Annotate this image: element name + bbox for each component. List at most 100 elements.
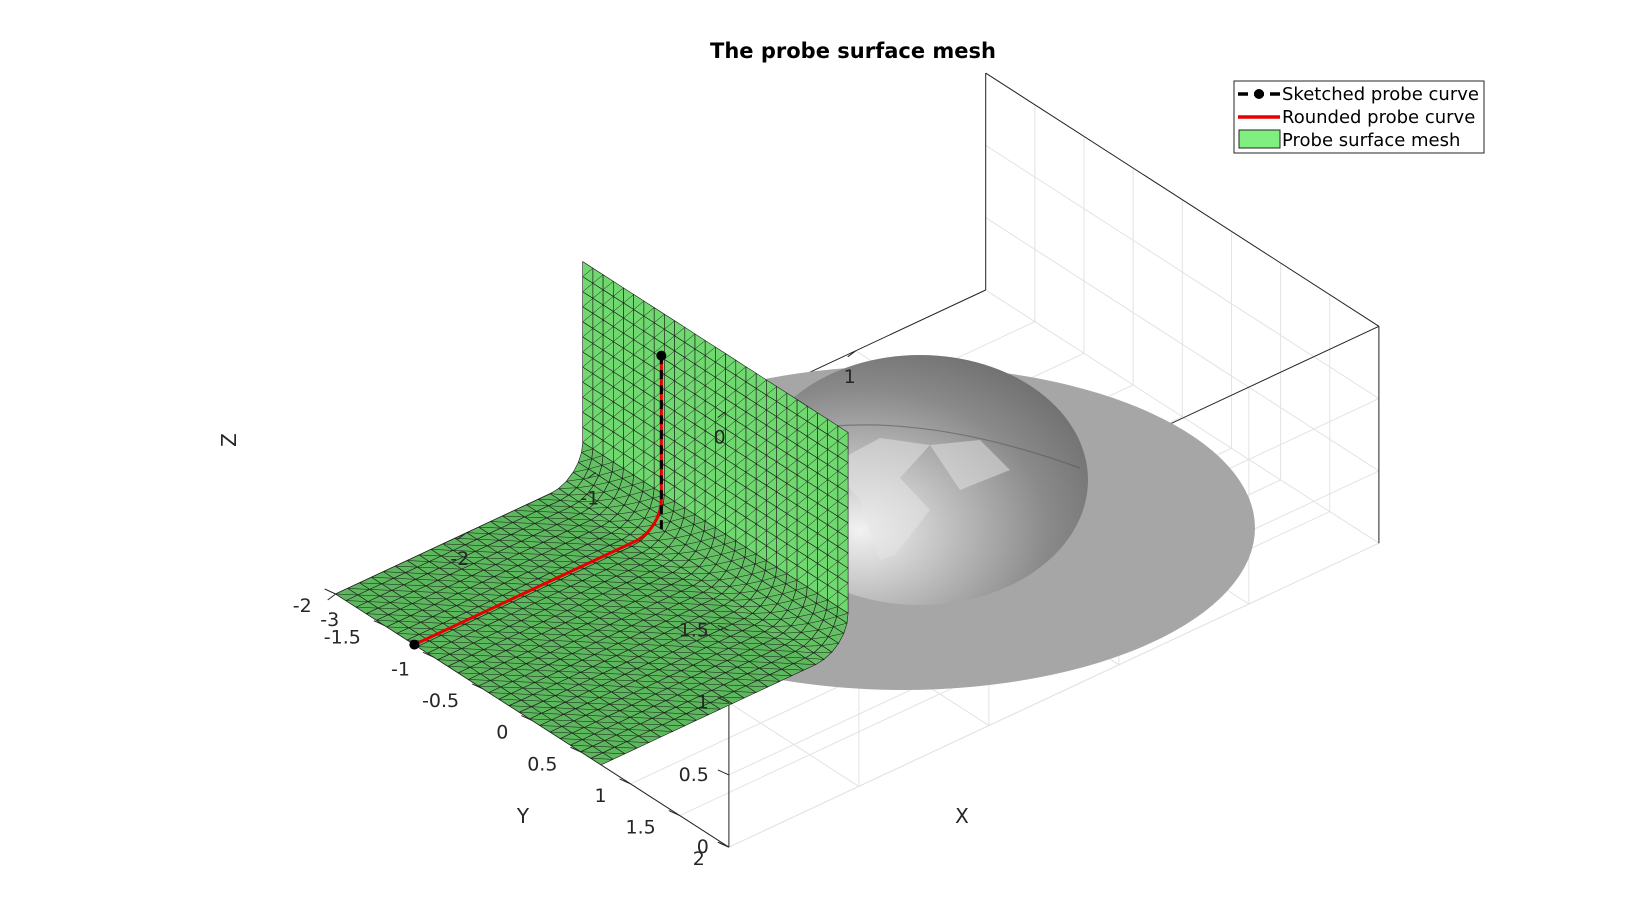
mesh-edge [470,587,493,590]
mesh-edge [705,407,716,416]
mesh-edge [502,674,525,677]
mesh-edge [463,636,486,638]
mesh-edge [735,679,758,681]
mesh-edge [650,730,673,732]
mesh-edge [635,680,658,683]
mesh-edge [674,387,685,397]
mesh-edge [684,469,696,479]
mesh-edge [465,544,488,547]
mesh-edge [672,651,695,654]
mesh-edge [391,590,415,592]
mesh-edge [766,461,777,471]
mesh-edge [602,371,614,381]
mesh-edge [735,426,747,436]
mesh-edge [817,554,828,564]
mesh-edge [567,689,590,692]
mesh-edge [674,492,685,502]
mesh-edge [745,685,768,688]
mesh-edge [356,606,379,609]
mesh-edge [560,579,583,581]
mesh-edge [596,642,619,644]
mesh-edge [673,507,685,512]
mesh-edge [811,636,829,640]
mesh-edge [626,582,649,584]
mesh-edge [776,422,788,432]
mesh-edge [619,551,643,554]
legend-label-sketched: Sketched probe curve [1282,84,1479,105]
mesh-edge [689,689,712,691]
mesh-edge [725,510,736,520]
mesh-edge [837,462,849,472]
mesh-edge [582,358,594,368]
mesh-edge [657,681,680,684]
mesh-edge [482,661,505,663]
mesh-edge [601,461,614,466]
mesh-edge [424,597,447,600]
y-tick-label: -0.5 [422,690,459,712]
mesh-edge [551,640,574,642]
mesh-edge [526,504,549,507]
mesh-edge [585,715,608,717]
mesh-edge [611,691,634,694]
z-tick-label: 0 [697,836,709,858]
mesh-edge [623,294,634,304]
mesh-edge [633,466,645,476]
mesh-edge [664,320,675,330]
mesh-edge [727,660,750,662]
mesh-edge [648,662,671,665]
mesh-edge [807,533,818,542]
mesh-edge [546,676,569,679]
mesh-edge [483,569,506,572]
mesh-edge [686,634,709,636]
mesh-edge [725,480,736,490]
mesh-edge [606,569,629,571]
mesh-edge [640,564,663,567]
x-tick-label: 0 [714,427,726,449]
mesh-edge [705,497,716,507]
z-tick-mark [717,697,730,704]
mesh-edge [657,602,680,604]
mesh-edge [807,427,818,437]
mesh-edge [613,600,636,602]
y-tick-mark [668,810,680,817]
mesh-edge [507,558,530,561]
mesh-edge [659,511,674,516]
mesh-edge [582,373,594,383]
mesh-edge [607,636,631,639]
mesh-edge [575,549,598,552]
mesh-edge [736,573,752,578]
mesh-edge [756,530,767,540]
mesh-edge [613,438,624,448]
mesh-edge [623,429,634,439]
mesh-edge [664,633,687,635]
mesh-edge [690,530,705,535]
mesh-edge [602,341,614,351]
mesh-edge [565,622,588,624]
mesh-edge [735,502,747,511]
mesh-edge [618,722,641,725]
mesh-edge [562,646,585,649]
mesh-edge [592,364,604,374]
mesh-edge [368,601,391,603]
mesh-edge [705,376,716,386]
mesh-edge [613,453,624,463]
mesh-edge [613,287,624,297]
mesh-edge [770,610,788,613]
mesh-edge [628,729,651,731]
mesh-edge [807,472,818,482]
mesh-edge [756,515,767,525]
mesh-edge [488,692,511,694]
mesh-edge [769,674,792,676]
mesh-edge [623,414,634,424]
y-tick-mark [422,651,435,658]
mesh-edge [476,539,500,541]
mesh-edge [693,664,716,667]
mesh-edge [619,527,638,529]
z-tick-mark [717,841,730,848]
mesh-edge [694,490,706,500]
mesh-edge [750,649,774,651]
mesh-edge [395,565,418,568]
mesh-edge [621,618,644,621]
z-tick-label: 1 [697,692,709,714]
mesh-edge [624,674,648,676]
